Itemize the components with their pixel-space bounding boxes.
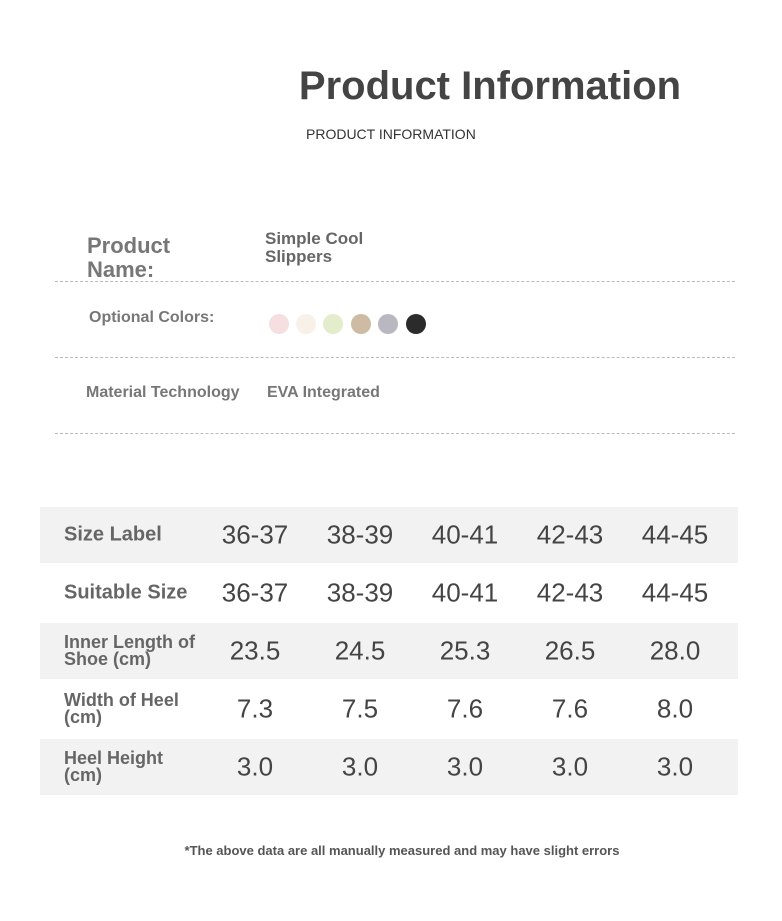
- title: Product Information: [298, 64, 682, 108]
- swatch: [406, 314, 426, 334]
- table-row: Suitable Size 36-37 38-39 40-41 42-43 44-45: [40, 565, 738, 621]
- material-label: Material Technology: [86, 384, 240, 401]
- table-cell: 26.5: [544, 635, 596, 666]
- table-cell: 28.0: [649, 635, 701, 666]
- row-label: Size Label: [64, 523, 162, 546]
- material-value: EVA Integrated: [267, 384, 380, 401]
- table-cell: 44-45: [641, 577, 709, 608]
- table-row: Size Label 36-37 38-39 40-41 42-43 44-45: [40, 507, 738, 563]
- table-cell: 3.0: [551, 751, 589, 782]
- swatch: [323, 314, 343, 334]
- row-label: Width of Heel (cm): [64, 690, 179, 727]
- table-cell: 3.0: [446, 751, 484, 782]
- table-cell: 7.6: [446, 693, 484, 724]
- row-label: Inner Length of Shoe (cm): [64, 632, 195, 669]
- table-cell: 38-39: [326, 577, 394, 608]
- table-cell: 36-37: [221, 519, 289, 550]
- table-cell: 7.6: [551, 693, 589, 724]
- table-cell: 40-41: [431, 519, 499, 550]
- table-row: Inner Length of Shoe (cm) 23.5 24.5 25.3 26.…: [40, 623, 738, 679]
- name-label: Product Name:: [87, 233, 171, 282]
- table-cell: 7.5: [341, 693, 379, 724]
- name-value: Simple Cool Slippers: [265, 229, 364, 266]
- table-row: Width of Heel (cm) 7.3 7.5 7.6 7.6 8.0: [40, 681, 738, 737]
- footnote: *The above data are all manually measure…: [184, 843, 620, 858]
- table-cell: 23.5: [229, 635, 281, 666]
- colors-label: Optional Colors:: [89, 309, 215, 326]
- table-row: Heel Height (cm) 3.0 3.0 3.0 3.0 3.0: [40, 739, 738, 795]
- table-cell: 3.0: [236, 751, 274, 782]
- table-cell: 36-37: [221, 577, 289, 608]
- table-cell: 42-43: [536, 519, 604, 550]
- table-cell: 38-39: [326, 519, 394, 550]
- table-cell: 7.3: [236, 693, 274, 724]
- swatch: [296, 314, 316, 334]
- swatch: [378, 314, 398, 334]
- table-cell: 3.0: [656, 751, 694, 782]
- row-label: Suitable Size: [64, 581, 188, 604]
- table-cell: 42-43: [536, 577, 604, 608]
- row-label: Heel Height (cm): [64, 748, 164, 785]
- table-cell: 40-41: [431, 577, 499, 608]
- table-cell: 44-45: [641, 519, 709, 550]
- table-cell: 24.5: [334, 635, 386, 666]
- divider: [55, 433, 735, 434]
- subtitle: PRODUCT INFORMATION: [306, 126, 476, 142]
- divider: [55, 357, 735, 358]
- divider: [55, 281, 735, 282]
- table-cell: 25.3: [439, 635, 491, 666]
- table-cell: 3.0: [341, 751, 379, 782]
- swatch: [351, 314, 371, 334]
- table-cell: 8.0: [656, 693, 694, 724]
- swatch: [269, 314, 289, 334]
